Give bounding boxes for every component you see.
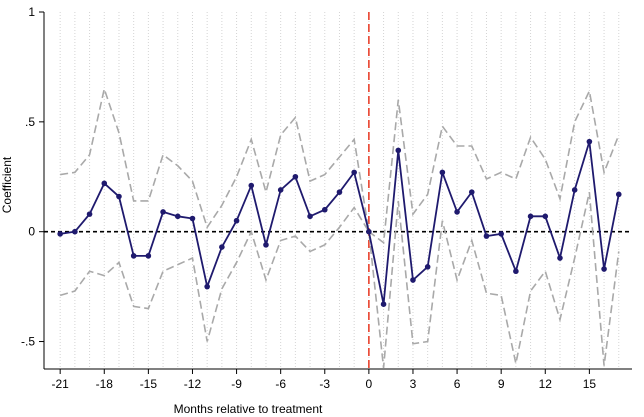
series bbox=[57, 85, 622, 368]
estimate-point bbox=[468, 189, 475, 195]
estimate-point bbox=[233, 217, 240, 224]
x-tick-label: -3 bbox=[319, 377, 330, 391]
x-tick-label: 15 bbox=[583, 377, 597, 391]
estimate-point bbox=[219, 244, 225, 250]
estimate-point bbox=[292, 173, 299, 180]
x-tick-label: -9 bbox=[231, 377, 242, 391]
estimate-point bbox=[130, 253, 137, 259]
estimate-point bbox=[277, 187, 284, 193]
estimate-point bbox=[586, 138, 593, 145]
estimate-point bbox=[424, 264, 431, 270]
estimate-point bbox=[557, 255, 563, 261]
x-tick-label: 12 bbox=[539, 377, 553, 391]
x-tick-label: 0 bbox=[366, 377, 373, 391]
estimate-point bbox=[248, 182, 255, 189]
estimate-point bbox=[380, 301, 387, 307]
estimate-point bbox=[542, 213, 549, 220]
estimate-point bbox=[145, 253, 152, 259]
x-tick-label: -21 bbox=[51, 377, 69, 391]
x-tick-label: -6 bbox=[275, 377, 286, 391]
estimate-point bbox=[321, 206, 328, 213]
estimate-point bbox=[395, 147, 402, 154]
y-tick-label: 1 bbox=[28, 5, 35, 19]
estimate-point bbox=[263, 242, 269, 248]
y-axis-label: Coefficient bbox=[0, 156, 14, 213]
estimate-point bbox=[513, 268, 519, 275]
y-tick-label: .5 bbox=[25, 115, 35, 129]
estimate-point bbox=[336, 189, 343, 195]
estimate-point bbox=[160, 209, 166, 215]
estimate-point bbox=[615, 191, 622, 198]
y-tick-label: 0 bbox=[28, 225, 35, 239]
estimate-point bbox=[366, 228, 372, 235]
tick-labels: -.5 0 .5 1 -21 -18 -15 -12 -9 -6 -3 0 3 6 9 12 15 bbox=[21, 5, 596, 391]
estimate-point bbox=[101, 180, 108, 187]
estimate-point bbox=[72, 228, 78, 235]
estimate-point bbox=[307, 213, 313, 220]
estimate-point bbox=[410, 277, 416, 283]
axes bbox=[39, 11, 632, 374]
y-tick-label: -.5 bbox=[21, 335, 35, 349]
estimate-point bbox=[116, 193, 122, 200]
estimate-point bbox=[86, 211, 93, 217]
gridlines bbox=[59, 12, 620, 369]
estimate-point bbox=[439, 169, 446, 176]
estimate-point bbox=[498, 231, 504, 237]
estimate-point bbox=[351, 169, 357, 176]
estimate-point bbox=[454, 209, 460, 215]
x-tick-label: -18 bbox=[96, 377, 114, 391]
x-tick-label: -15 bbox=[140, 377, 158, 391]
estimate-point bbox=[571, 187, 578, 193]
x-tick-label: -12 bbox=[184, 377, 202, 391]
estimate-point bbox=[189, 215, 196, 222]
estimate-point bbox=[174, 213, 181, 220]
upper-ci-line bbox=[60, 85, 620, 245]
estimate-point bbox=[57, 231, 63, 237]
lower-ci-line bbox=[59, 191, 620, 368]
estimate-point bbox=[483, 233, 490, 239]
x-tick-label: 6 bbox=[454, 377, 461, 391]
estimate-point bbox=[204, 283, 210, 290]
x-axis-label: Months relative to treatment bbox=[174, 402, 323, 416]
reference-lines bbox=[44, 12, 632, 369]
estimate-point bbox=[527, 213, 534, 220]
x-tick-label: 3 bbox=[410, 377, 417, 391]
estimate-point bbox=[601, 266, 607, 272]
x-tick-label: 9 bbox=[498, 377, 505, 391]
